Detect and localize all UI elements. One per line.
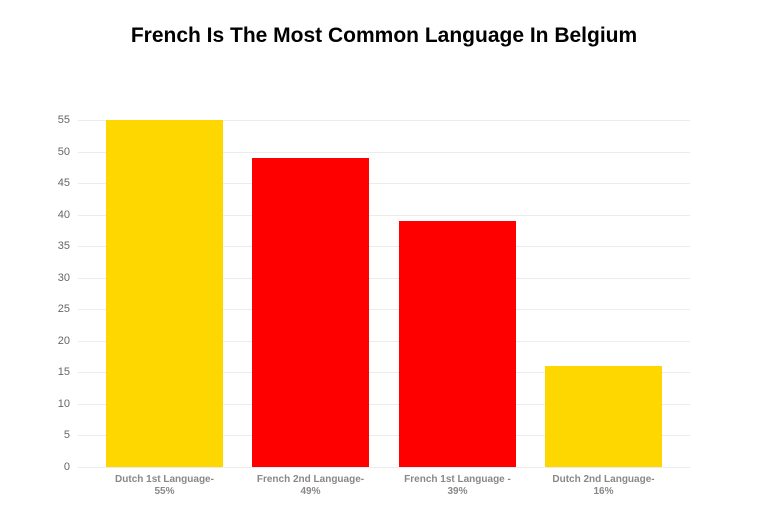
y-tick-label: 20 [57,334,70,347]
bar [252,157,369,467]
y-tick-label: 50 [57,145,70,158]
x-tick-label: Dutch 1st Language- 55% [90,474,240,498]
x-tick-label-line: French 1st Language - [404,474,511,485]
y-tick-label: 10 [57,397,70,410]
gridline [78,277,690,279]
x-tick-label-line: Dutch 2nd Language- [552,474,655,485]
bar [545,366,662,467]
y-tick-label: 55 [57,114,70,126]
gridline [78,309,690,311]
gridline [78,183,690,185]
x-tick-label-line: 49% [300,486,321,497]
gridline [78,151,690,153]
gridline [78,340,690,342]
y-tick-label: 15 [57,366,70,379]
gridline [78,435,690,437]
y-tick-label: 30 [57,271,70,284]
gridline [78,403,690,405]
x-tick-label: Dutch 2nd Language- 16% [529,474,679,498]
x-tick-label-line: 55% [154,486,175,497]
x-tick-label: French 1st Language -39% [383,474,533,498]
y-tick-label: 5 [63,429,70,442]
x-tick-label-line: French 2nd Language- [256,474,365,485]
y-tick-label: 40 [57,208,70,221]
y-tick-label: 45 [57,177,70,190]
bar [106,120,223,467]
y-tick-label: 25 [57,303,70,316]
gridline [78,214,690,216]
bar [399,220,516,467]
gridline [78,467,690,468]
x-tick-label-line: 39% [447,486,468,497]
y-tick-label: 35 [57,240,70,253]
y-tick-label: 0 [63,461,70,473]
x-tick-label-line: Dutch 1st Language- [115,474,214,485]
gridline [78,246,690,248]
x-tick-label-line: 16% [593,486,614,497]
gridline [78,372,690,374]
gridline [78,120,690,121]
chart-title: French Is The Most Common Language In Be… [130,24,638,47]
x-tick-label: French 2nd Language- 49% [236,474,386,498]
